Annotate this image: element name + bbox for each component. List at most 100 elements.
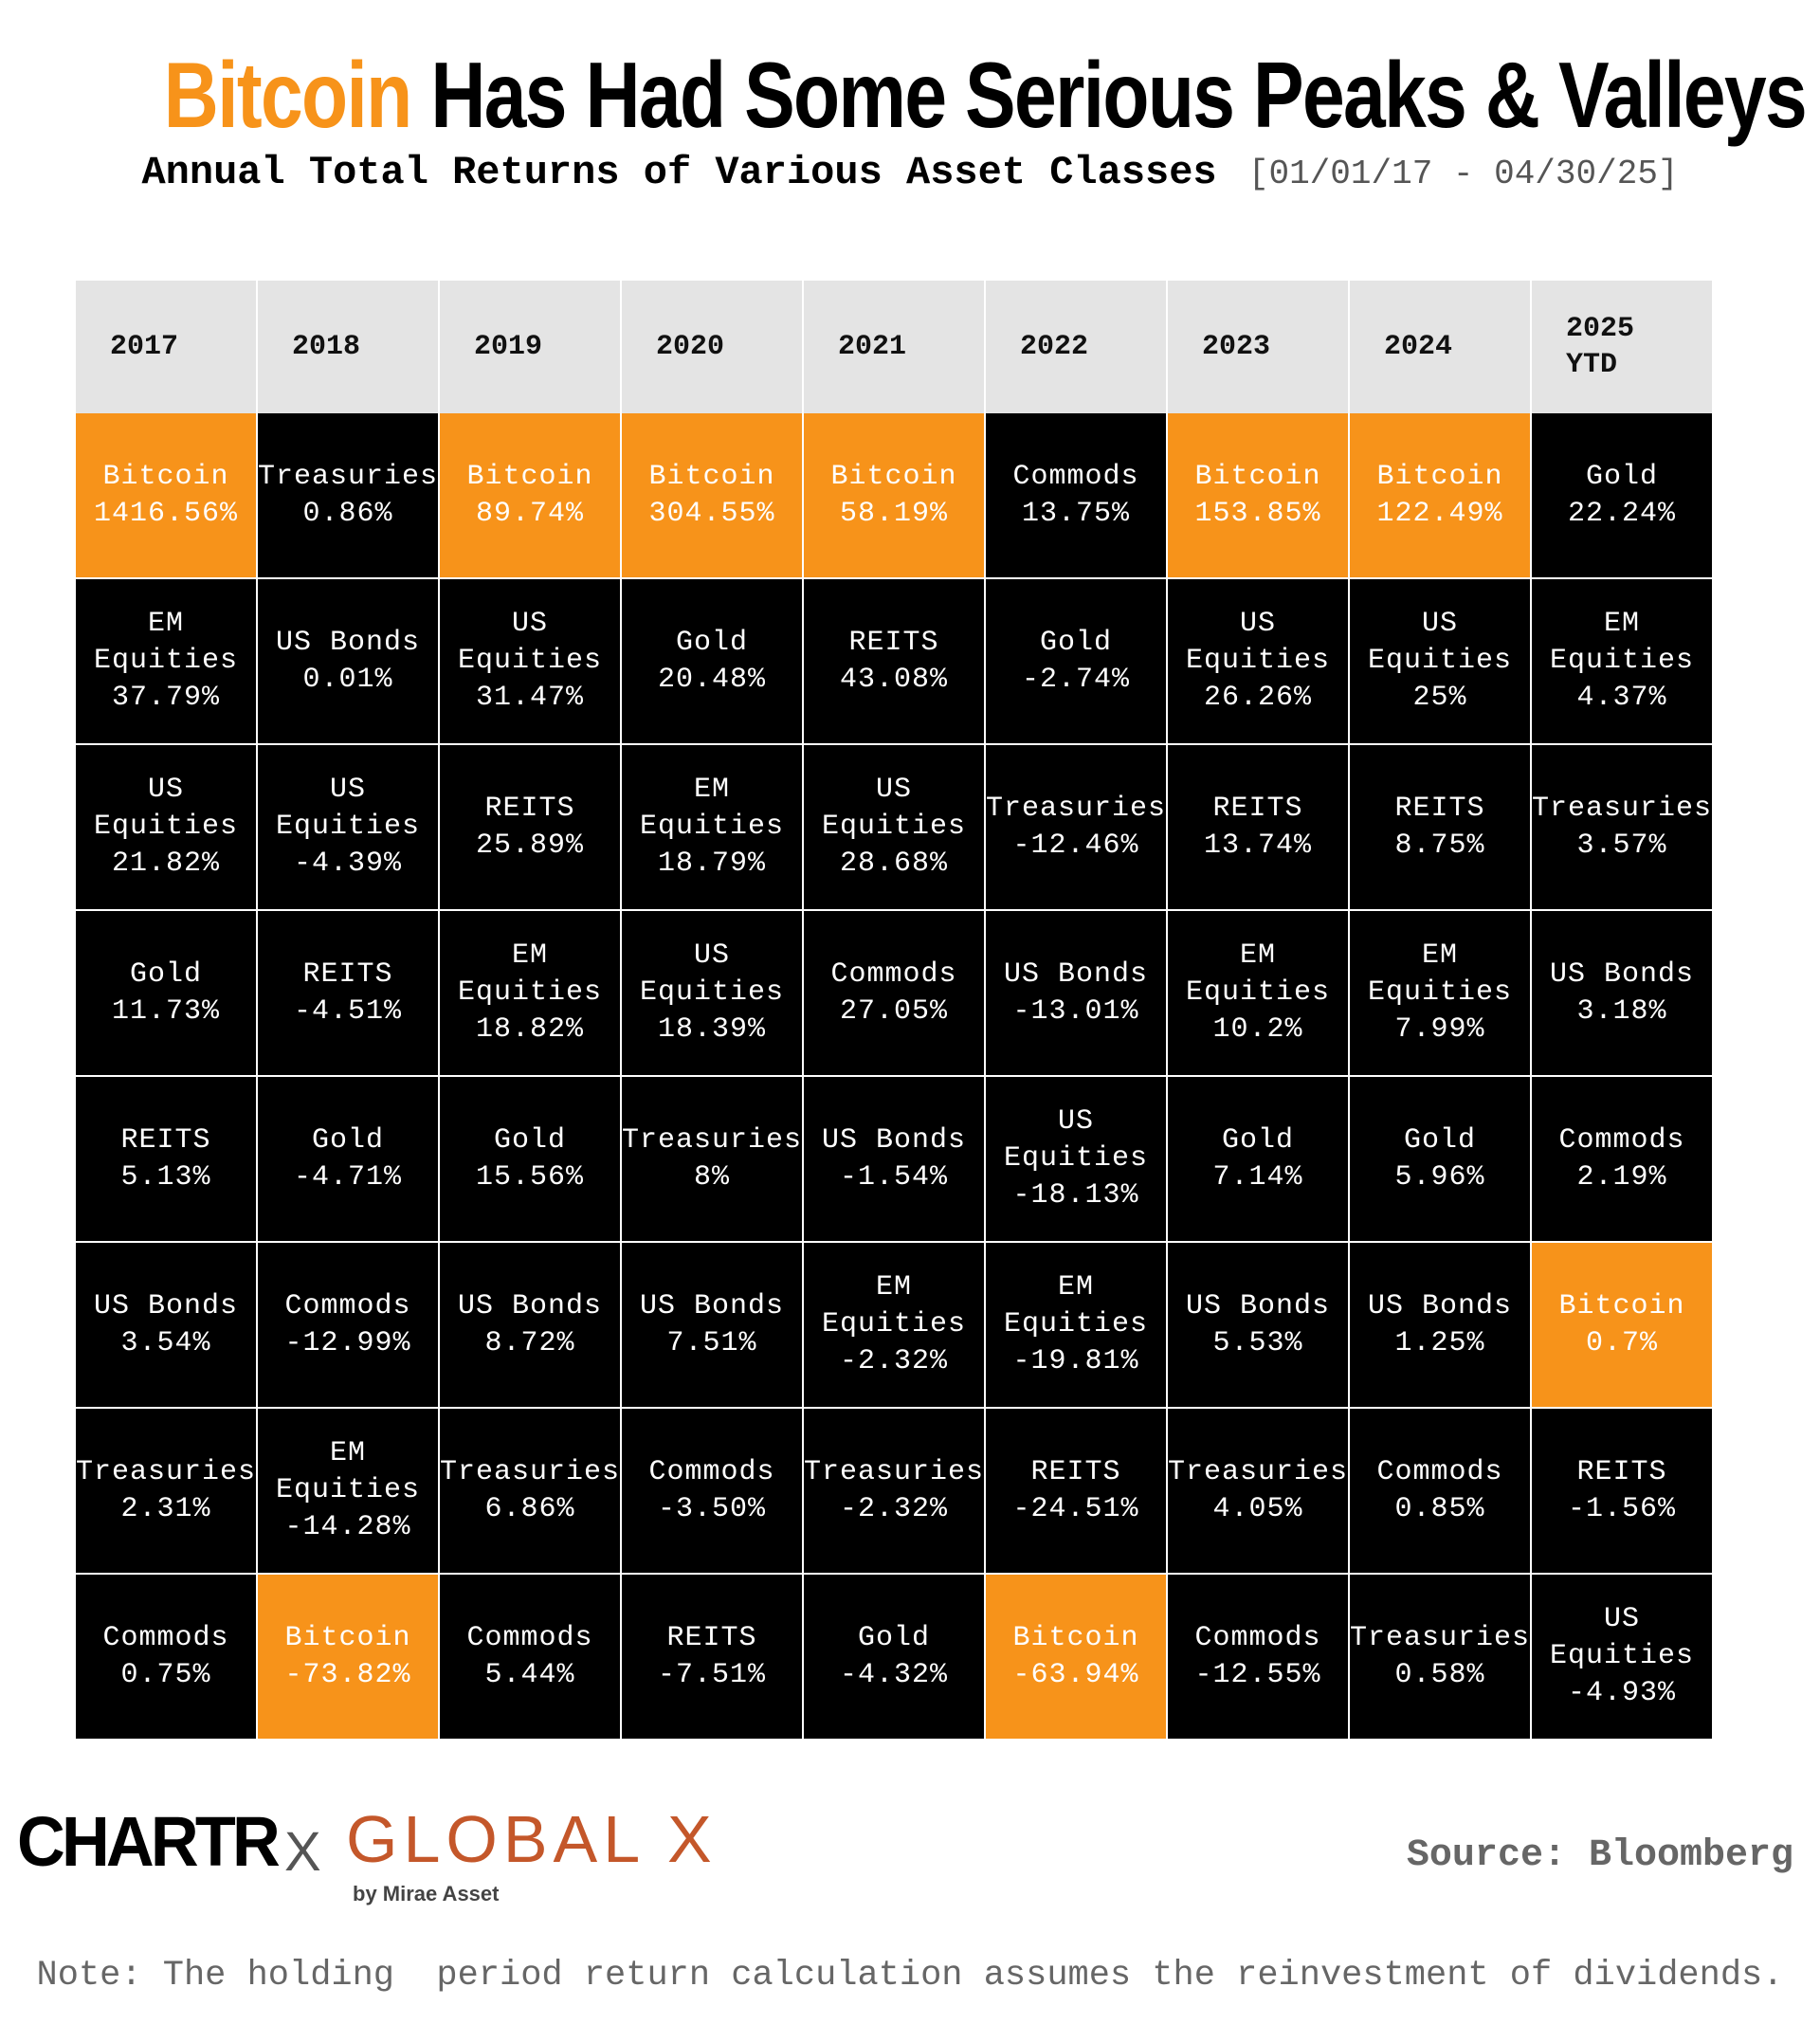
source-label: Source: Bloomberg <box>1406 1834 1793 1877</box>
asset-name: Gold <box>129 957 202 991</box>
return-value: 304.55% <box>648 497 775 530</box>
asset-name: Treasuries <box>1349 1621 1531 1654</box>
year-header: 2023 <box>1168 281 1350 413</box>
title-rest: Has Had Some Serious Peaks & Valleys <box>430 43 1807 147</box>
asset-cell: US Equities 18.39% <box>622 911 804 1077</box>
return-value: 6.86% <box>484 1492 575 1525</box>
asset-name: Treasuries <box>257 460 439 493</box>
return-value: 3.57% <box>1576 829 1667 862</box>
asset-cell: Gold 20.48% <box>622 579 804 745</box>
return-value: 18.79% <box>657 848 767 880</box>
chart-title: Bitcoin Has Had Some Serious Peaks & Val… <box>164 38 1808 152</box>
asset-name: REITS <box>484 792 575 825</box>
return-value: 13.74% <box>1203 829 1313 862</box>
asset-name: Bitcoin <box>830 460 957 493</box>
asset-cell: US Bonds 7.51% <box>622 1243 804 1409</box>
year-label: 2022 <box>1020 331 1089 363</box>
asset-cell: EM Equities 18.82% <box>440 911 622 1077</box>
asset-name: EM Equities <box>1185 939 1331 1009</box>
asset-cell: US Equities 25% <box>1350 579 1532 745</box>
asset-name: Gold <box>311 1123 384 1157</box>
asset-cell: REITS 43.08% <box>804 579 986 745</box>
return-value: 2.31% <box>120 1492 211 1525</box>
return-value: 37.79% <box>111 682 221 714</box>
asset-name: Commods <box>648 1455 775 1488</box>
bitcoin-cell: Bitcoin 122.49% <box>1350 413 1532 579</box>
return-value: 0.01% <box>302 663 393 696</box>
asset-cell: Gold 7.14% <box>1168 1077 1350 1243</box>
return-value: 153.85% <box>1194 497 1321 530</box>
asset-name: Gold <box>1039 626 1112 659</box>
asset-name: US Equities <box>1003 1105 1149 1175</box>
asset-name: Gold <box>675 626 748 659</box>
asset-cell: Gold 11.73% <box>76 911 258 1077</box>
asset-cell: US Equities -4.93% <box>1532 1575 1714 1741</box>
asset-name: REITS <box>848 626 939 659</box>
bitcoin-cell: Bitcoin -73.82% <box>258 1575 440 1741</box>
return-value: 10.2% <box>1212 1013 1303 1046</box>
asset-cell: Commods 0.75% <box>76 1575 258 1741</box>
asset-name: US Bonds <box>821 1123 967 1157</box>
asset-cell: REITS -4.51% <box>258 911 440 1077</box>
asset-cell: REITS 8.75% <box>1350 745 1532 911</box>
year-header: 2021 <box>804 281 986 413</box>
year-label: 2019 <box>474 331 543 363</box>
return-value: 15.56% <box>475 1160 585 1194</box>
return-value: 11.73% <box>111 994 221 1028</box>
return-value: 27.05% <box>839 994 949 1028</box>
bitcoin-cell: Bitcoin 58.19% <box>804 413 986 579</box>
asset-cell: REITS 25.89% <box>440 745 622 911</box>
return-value: -14.28% <box>284 1511 411 1543</box>
return-value: 4.05% <box>1212 1492 1303 1525</box>
asset-name: Gold <box>493 1123 566 1157</box>
asset-name: EM Equities <box>1003 1271 1149 1340</box>
return-value: -7.51% <box>657 1658 767 1691</box>
return-value: -12.55% <box>1194 1658 1321 1691</box>
return-value: 0.75% <box>120 1658 211 1691</box>
asset-cell: Treasuries 6.86% <box>440 1409 622 1575</box>
year-label: 2024 <box>1384 331 1453 363</box>
asset-cell: Gold -4.71% <box>258 1077 440 1243</box>
asset-name: US Equities <box>821 774 967 843</box>
asset-name: REITS <box>1030 1455 1121 1488</box>
return-value: 18.82% <box>475 1013 585 1046</box>
asset-cell: Gold 5.96% <box>1350 1077 1532 1243</box>
mirae-asset-byline: by Mirae Asset <box>353 1882 500 1905</box>
return-value: -3.50% <box>657 1492 767 1525</box>
return-value: 5.53% <box>1212 1326 1303 1359</box>
asset-name: Commods <box>466 1621 593 1654</box>
asset-cell: US Equities -18.13% <box>986 1077 1168 1243</box>
return-value: -4.93% <box>1567 1677 1677 1709</box>
asset-cell: Treasuries 0.86% <box>258 413 440 579</box>
asset-cell: REITS -7.51% <box>622 1575 804 1741</box>
asset-name: Treasuries <box>75 1455 257 1488</box>
return-value: 20.48% <box>657 663 767 696</box>
asset-name: REITS <box>120 1123 211 1157</box>
asset-cell: EM Equities 37.79% <box>76 579 258 745</box>
asset-name: Bitcoin <box>1558 1289 1685 1322</box>
asset-cell: US Bonds 0.01% <box>258 579 440 745</box>
asset-name: Gold <box>857 1621 930 1654</box>
asset-name: Treasuries <box>985 792 1167 825</box>
return-value: 13.75% <box>1021 497 1131 530</box>
year-label: 2025 YTD <box>1566 313 1635 381</box>
asset-name: Commods <box>102 1621 229 1654</box>
asset-name: US Equities <box>639 939 785 1009</box>
year-header: 2018 <box>258 281 440 413</box>
return-value: -18.13% <box>1012 1179 1139 1212</box>
asset-cell: US Equities 26.26% <box>1168 579 1350 745</box>
year-header: 2020 <box>622 281 804 413</box>
asset-name: US Bonds <box>1003 957 1149 991</box>
asset-cell: EM Equities 7.99% <box>1350 911 1532 1077</box>
asset-name: Gold <box>1221 1123 1294 1157</box>
year-label: 2017 <box>110 331 179 363</box>
asset-cell: Treasuries 3.57% <box>1532 745 1714 911</box>
return-value: 0.7% <box>1585 1326 1658 1359</box>
return-value: -19.81% <box>1012 1345 1139 1377</box>
return-value: -12.46% <box>1012 829 1139 862</box>
return-value: -63.94% <box>1012 1658 1139 1691</box>
asset-name: Treasuries <box>1531 792 1713 825</box>
asset-cell: US Equities -4.39% <box>258 745 440 911</box>
asset-name: US Equities <box>1367 608 1513 677</box>
asset-cell: Gold 15.56% <box>440 1077 622 1243</box>
